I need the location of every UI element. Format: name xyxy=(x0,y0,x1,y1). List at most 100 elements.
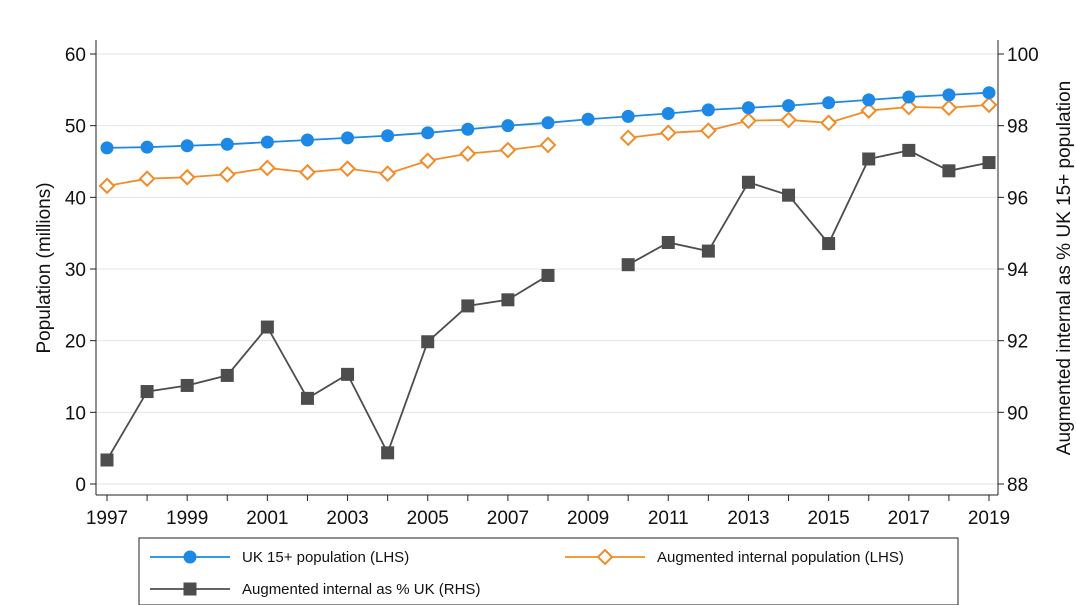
data-point xyxy=(902,143,916,157)
x-tick-label: 2011 xyxy=(648,508,689,529)
data-point xyxy=(461,122,475,136)
x-tick-label: 2015 xyxy=(807,508,849,529)
data-point xyxy=(300,133,314,147)
data-point xyxy=(902,90,916,104)
data-point xyxy=(942,88,956,102)
data-point xyxy=(659,124,677,142)
data-point xyxy=(140,385,154,399)
data-point xyxy=(621,258,635,272)
data-point xyxy=(701,244,715,258)
series-line xyxy=(106,144,549,187)
x-tick-label: 2017 xyxy=(888,508,930,529)
data-point xyxy=(741,175,755,189)
x-tick-label: 1999 xyxy=(166,508,208,529)
data-point xyxy=(339,160,356,178)
data-point xyxy=(541,116,555,130)
legend-label: UK 15+ population (LHS) xyxy=(242,549,409,566)
data-point xyxy=(341,367,355,381)
y-tick-label-right: 92 xyxy=(1007,332,1028,353)
data-point xyxy=(379,165,397,183)
data-point xyxy=(740,112,757,130)
data-point xyxy=(98,177,116,195)
x-tick-label: 1997 xyxy=(86,508,128,529)
y-tick-label-left: 40 xyxy=(65,188,86,209)
data-point xyxy=(581,112,595,126)
data-point xyxy=(178,168,196,186)
data-point xyxy=(982,156,996,170)
legend-swatch-marker xyxy=(596,548,614,566)
data-point xyxy=(300,391,314,405)
data-point xyxy=(661,235,675,249)
data-point xyxy=(860,102,878,120)
y-tick-label-right: 96 xyxy=(1007,188,1028,209)
data-point xyxy=(459,145,477,163)
data-point xyxy=(299,163,316,181)
data-point xyxy=(260,135,274,149)
data-point xyxy=(218,165,236,183)
legend-item: Augmented internal as % UK (RHS) xyxy=(150,581,480,598)
y-tick-label-right: 100 xyxy=(1007,45,1039,66)
data-point xyxy=(539,136,557,154)
data-point xyxy=(461,299,475,313)
x-tick-label: 2003 xyxy=(326,508,368,529)
y-axis-left-title: Population (millions) xyxy=(34,182,55,353)
series-line xyxy=(627,149,990,266)
y-tick-label-right: 94 xyxy=(1007,260,1029,281)
data-point xyxy=(940,99,958,117)
data-point xyxy=(822,237,836,251)
data-point xyxy=(180,139,194,153)
data-point xyxy=(701,103,715,117)
tick-labels: 0 10 20 30 40 50 60 88 90 92 94 96 98 100 1997 1999 2001… xyxy=(65,45,1039,529)
legend: UK 15+ population (LHS) Augmented interna… xyxy=(138,537,959,605)
data-point xyxy=(260,320,274,334)
data-point xyxy=(862,93,876,107)
data-point xyxy=(820,114,838,132)
data-point xyxy=(780,111,797,129)
y-tick-label-right: 98 xyxy=(1007,117,1028,138)
y-axis-right-title: Augmented internal as % UK 15+ populatio… xyxy=(1054,81,1075,455)
series-3 xyxy=(100,143,996,467)
data-point xyxy=(619,129,637,147)
data-point xyxy=(258,159,276,177)
data-point xyxy=(100,453,114,467)
x-tick-label: 2007 xyxy=(487,508,529,529)
data-point xyxy=(741,101,755,115)
data-point xyxy=(381,446,395,460)
y-tick-label-left: 0 xyxy=(75,475,86,496)
data-point xyxy=(982,86,996,100)
legend-swatch-marker xyxy=(183,550,197,564)
data-point xyxy=(501,293,515,307)
data-point xyxy=(661,106,675,120)
data-point xyxy=(180,378,194,392)
data-point xyxy=(138,170,156,188)
x-tick-label: 2013 xyxy=(727,508,769,529)
legend-box xyxy=(138,537,959,605)
data-point xyxy=(381,129,395,143)
data-point xyxy=(621,109,635,123)
data-point xyxy=(419,152,437,170)
data-point xyxy=(421,335,435,349)
y-tick-label-left: 20 xyxy=(65,332,86,353)
x-tick-label: 2019 xyxy=(968,508,1010,529)
data-point xyxy=(499,141,517,159)
legend-item: UK 15+ population (LHS) xyxy=(150,549,409,566)
legend-swatch-marker xyxy=(183,582,197,596)
y-tick-label-right: 90 xyxy=(1007,403,1028,424)
data-point xyxy=(782,188,796,202)
y-tick-label-left: 60 xyxy=(65,45,86,66)
legend-label: Augmented internal population (LHS) xyxy=(657,549,904,566)
x-tick-label: 2009 xyxy=(567,508,609,529)
data-point xyxy=(341,131,355,145)
data-point xyxy=(782,99,796,113)
data-point xyxy=(980,96,998,114)
y-tick-label-left: 10 xyxy=(65,403,86,424)
data-point xyxy=(942,164,956,178)
data-point xyxy=(900,98,918,116)
data-point xyxy=(100,141,114,155)
data-point xyxy=(862,152,876,166)
x-tick-label: 2001 xyxy=(246,508,288,529)
series xyxy=(98,86,998,467)
series-2 xyxy=(98,96,998,195)
data-point xyxy=(699,122,717,140)
data-point xyxy=(822,96,836,110)
